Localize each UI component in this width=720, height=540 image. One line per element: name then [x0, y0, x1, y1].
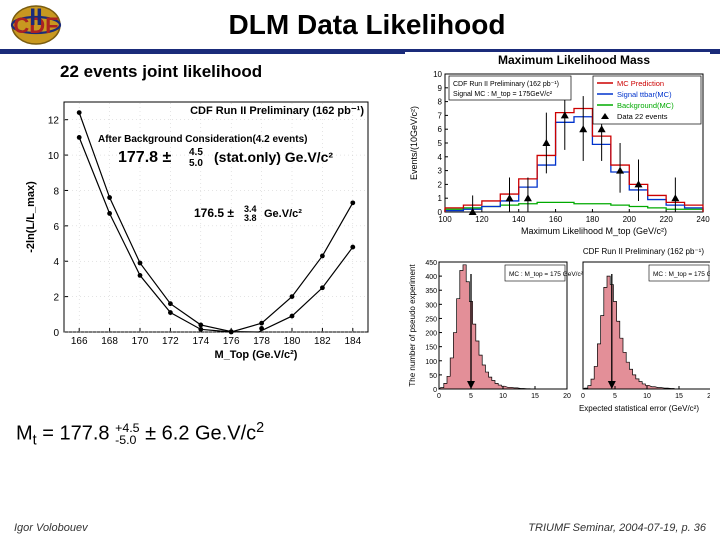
footer-author: Igor Volobouev	[14, 522, 88, 534]
svg-text:0: 0	[581, 393, 585, 400]
svg-text:Background(MC): Background(MC)	[617, 101, 674, 110]
svg-text:12: 12	[48, 116, 60, 127]
svg-text:180: 180	[284, 336, 301, 347]
page-title: DLM Data Likelihood	[64, 9, 720, 41]
svg-text:Data 22 events: Data 22 events	[617, 112, 668, 121]
svg-text:9: 9	[438, 84, 443, 93]
svg-text:7: 7	[438, 111, 443, 120]
svg-text:240: 240	[696, 215, 710, 224]
svg-text:100: 100	[425, 359, 437, 366]
svg-text:350: 350	[425, 288, 437, 295]
svg-text:10: 10	[433, 70, 442, 79]
svg-text:184: 184	[344, 336, 361, 347]
svg-text:170: 170	[132, 336, 149, 347]
svg-text:160: 160	[549, 215, 563, 224]
svg-text:166: 166	[71, 336, 88, 347]
svg-text:4.5: 4.5	[189, 147, 203, 158]
likelihood-chart: 166 168 170 172 174 176 178 180 182 184 0 2 4 6 8 10 12 C…	[20, 84, 380, 364]
svg-text:CDF Run II Preliminary (162 pb: CDF Run II Preliminary (162 pb⁻¹)	[583, 247, 704, 256]
svg-text:MC Prediction: MC Prediction	[617, 79, 664, 88]
svg-text:Expected statistical error (Ge: Expected statistical error (GeV/c²)	[579, 404, 699, 413]
result-eq: = 177.8	[37, 423, 115, 445]
svg-text:The number of pseudo experimen: The number of pseudo experiment	[408, 264, 417, 387]
svg-text:50: 50	[429, 373, 437, 380]
svg-text:10: 10	[499, 393, 507, 400]
svg-text:4: 4	[53, 257, 59, 268]
svg-text:5: 5	[438, 139, 443, 148]
mass-histogram-chart: Maximum Likelihood Mass10012014016018020…	[405, 52, 710, 240]
svg-text:2: 2	[438, 180, 443, 189]
svg-text:Events/(10GeV/c²): Events/(10GeV/c²)	[409, 106, 419, 180]
result-syst: ± 6.2 Ge.V/c	[140, 423, 257, 445]
svg-text:176.5 ±: 176.5 ±	[194, 206, 234, 220]
svg-text:-2ln(L/L_max): -2ln(L/L_max)	[25, 181, 37, 253]
svg-text:20: 20	[707, 393, 710, 400]
svg-text:4: 4	[438, 153, 443, 162]
svg-text:10: 10	[48, 151, 60, 162]
svg-text:20: 20	[563, 393, 571, 400]
svg-text:8: 8	[438, 98, 443, 107]
logo-overlay: II	[29, 4, 42, 31]
header-bar: CDF II DLM Data Likelihood	[0, 0, 720, 54]
svg-text:0: 0	[53, 328, 59, 339]
result-prefix: M	[16, 423, 33, 445]
result-sup: 2	[256, 420, 264, 436]
svg-text:5.0: 5.0	[189, 158, 203, 169]
result-err-lo: -5.0	[115, 434, 139, 446]
svg-text:CDF Run II Preliminary (162 pb: CDF Run II Preliminary (162 pb⁻¹)	[453, 81, 559, 88]
svg-text:3.8: 3.8	[244, 213, 257, 223]
svg-text:120: 120	[475, 215, 489, 224]
svg-text:Maximum Likelihood Mass: Maximum Likelihood Mass	[498, 53, 650, 67]
svg-text:300: 300	[425, 302, 437, 309]
svg-text:177.8 ±: 177.8 ±	[118, 149, 171, 166]
svg-text:MC : M_top = 175 GeV/c²: MC : M_top = 175 GeV/c²	[509, 271, 584, 278]
svg-text:6: 6	[53, 222, 59, 233]
stat-error-chart: CDF Run II Preliminary (162 pb⁻¹) 0 5 10 15 2…	[405, 244, 710, 416]
result-line: Mt = 177.8 +4.5-5.0 ± 6.2 Ge.V/c2	[16, 420, 264, 449]
svg-text:M_Top (Ge.V/c²): M_Top (Ge.V/c²)	[215, 349, 298, 361]
svg-text:Ge.V/c²: Ge.V/c²	[264, 208, 302, 220]
svg-text:400: 400	[425, 274, 437, 281]
svg-text:Signal ttbar(MC): Signal ttbar(MC)	[617, 90, 672, 99]
svg-text:140: 140	[512, 215, 526, 224]
svg-text:174: 174	[192, 336, 209, 347]
svg-text:176: 176	[223, 336, 240, 347]
svg-text:172: 172	[162, 336, 179, 347]
svg-text:10: 10	[643, 393, 651, 400]
svg-text:3: 3	[438, 167, 443, 176]
svg-text:15: 15	[675, 393, 683, 400]
svg-text:200: 200	[623, 215, 637, 224]
svg-text:Maximum Likelihood M_top (GeV/: Maximum Likelihood M_top (GeV/c²)	[521, 226, 667, 236]
svg-text:Signal MC : M_top = 175GeV/c²: Signal MC : M_top = 175GeV/c²	[453, 91, 553, 98]
svg-text:180: 180	[586, 215, 600, 224]
result-err-stack: +4.5-5.0	[115, 422, 139, 447]
svg-text:6: 6	[438, 125, 443, 134]
footer-seminar: TRIUMF Seminar, 2004-07-19, p. 36	[528, 522, 706, 534]
footer: Igor Volobouev TRIUMF Seminar, 2004-07-1…	[0, 522, 720, 534]
svg-text:(stat.only) Ge.V/c²: (stat.only) Ge.V/c²	[214, 149, 333, 165]
svg-text:178: 178	[253, 336, 270, 347]
svg-text:15: 15	[531, 393, 539, 400]
svg-text:After Background Consideration: After Background Consideration(4.2 event…	[98, 134, 307, 145]
svg-text:8: 8	[53, 186, 59, 197]
cdf-logo: CDF II	[8, 3, 64, 47]
svg-text:450: 450	[425, 260, 437, 267]
svg-text:220: 220	[659, 215, 673, 224]
svg-text:200: 200	[425, 331, 437, 338]
svg-text:2: 2	[53, 293, 59, 304]
svg-text:182: 182	[314, 336, 331, 347]
svg-text:5: 5	[613, 393, 617, 400]
svg-text:0: 0	[438, 208, 443, 217]
svg-text:250: 250	[425, 316, 437, 323]
svg-text:5: 5	[469, 393, 473, 400]
svg-text:0: 0	[433, 387, 437, 394]
svg-text:CDF Run II Preliminary (162 pb: CDF Run II Preliminary (162 pb⁻¹)	[190, 105, 364, 117]
svg-text:MC : M_top = 175 GeV/c²: MC : M_top = 175 GeV/c²	[653, 271, 710, 278]
svg-text:150: 150	[425, 345, 437, 352]
svg-text:1: 1	[438, 194, 443, 203]
svg-text:168: 168	[101, 336, 118, 347]
svg-text:0: 0	[437, 393, 441, 400]
